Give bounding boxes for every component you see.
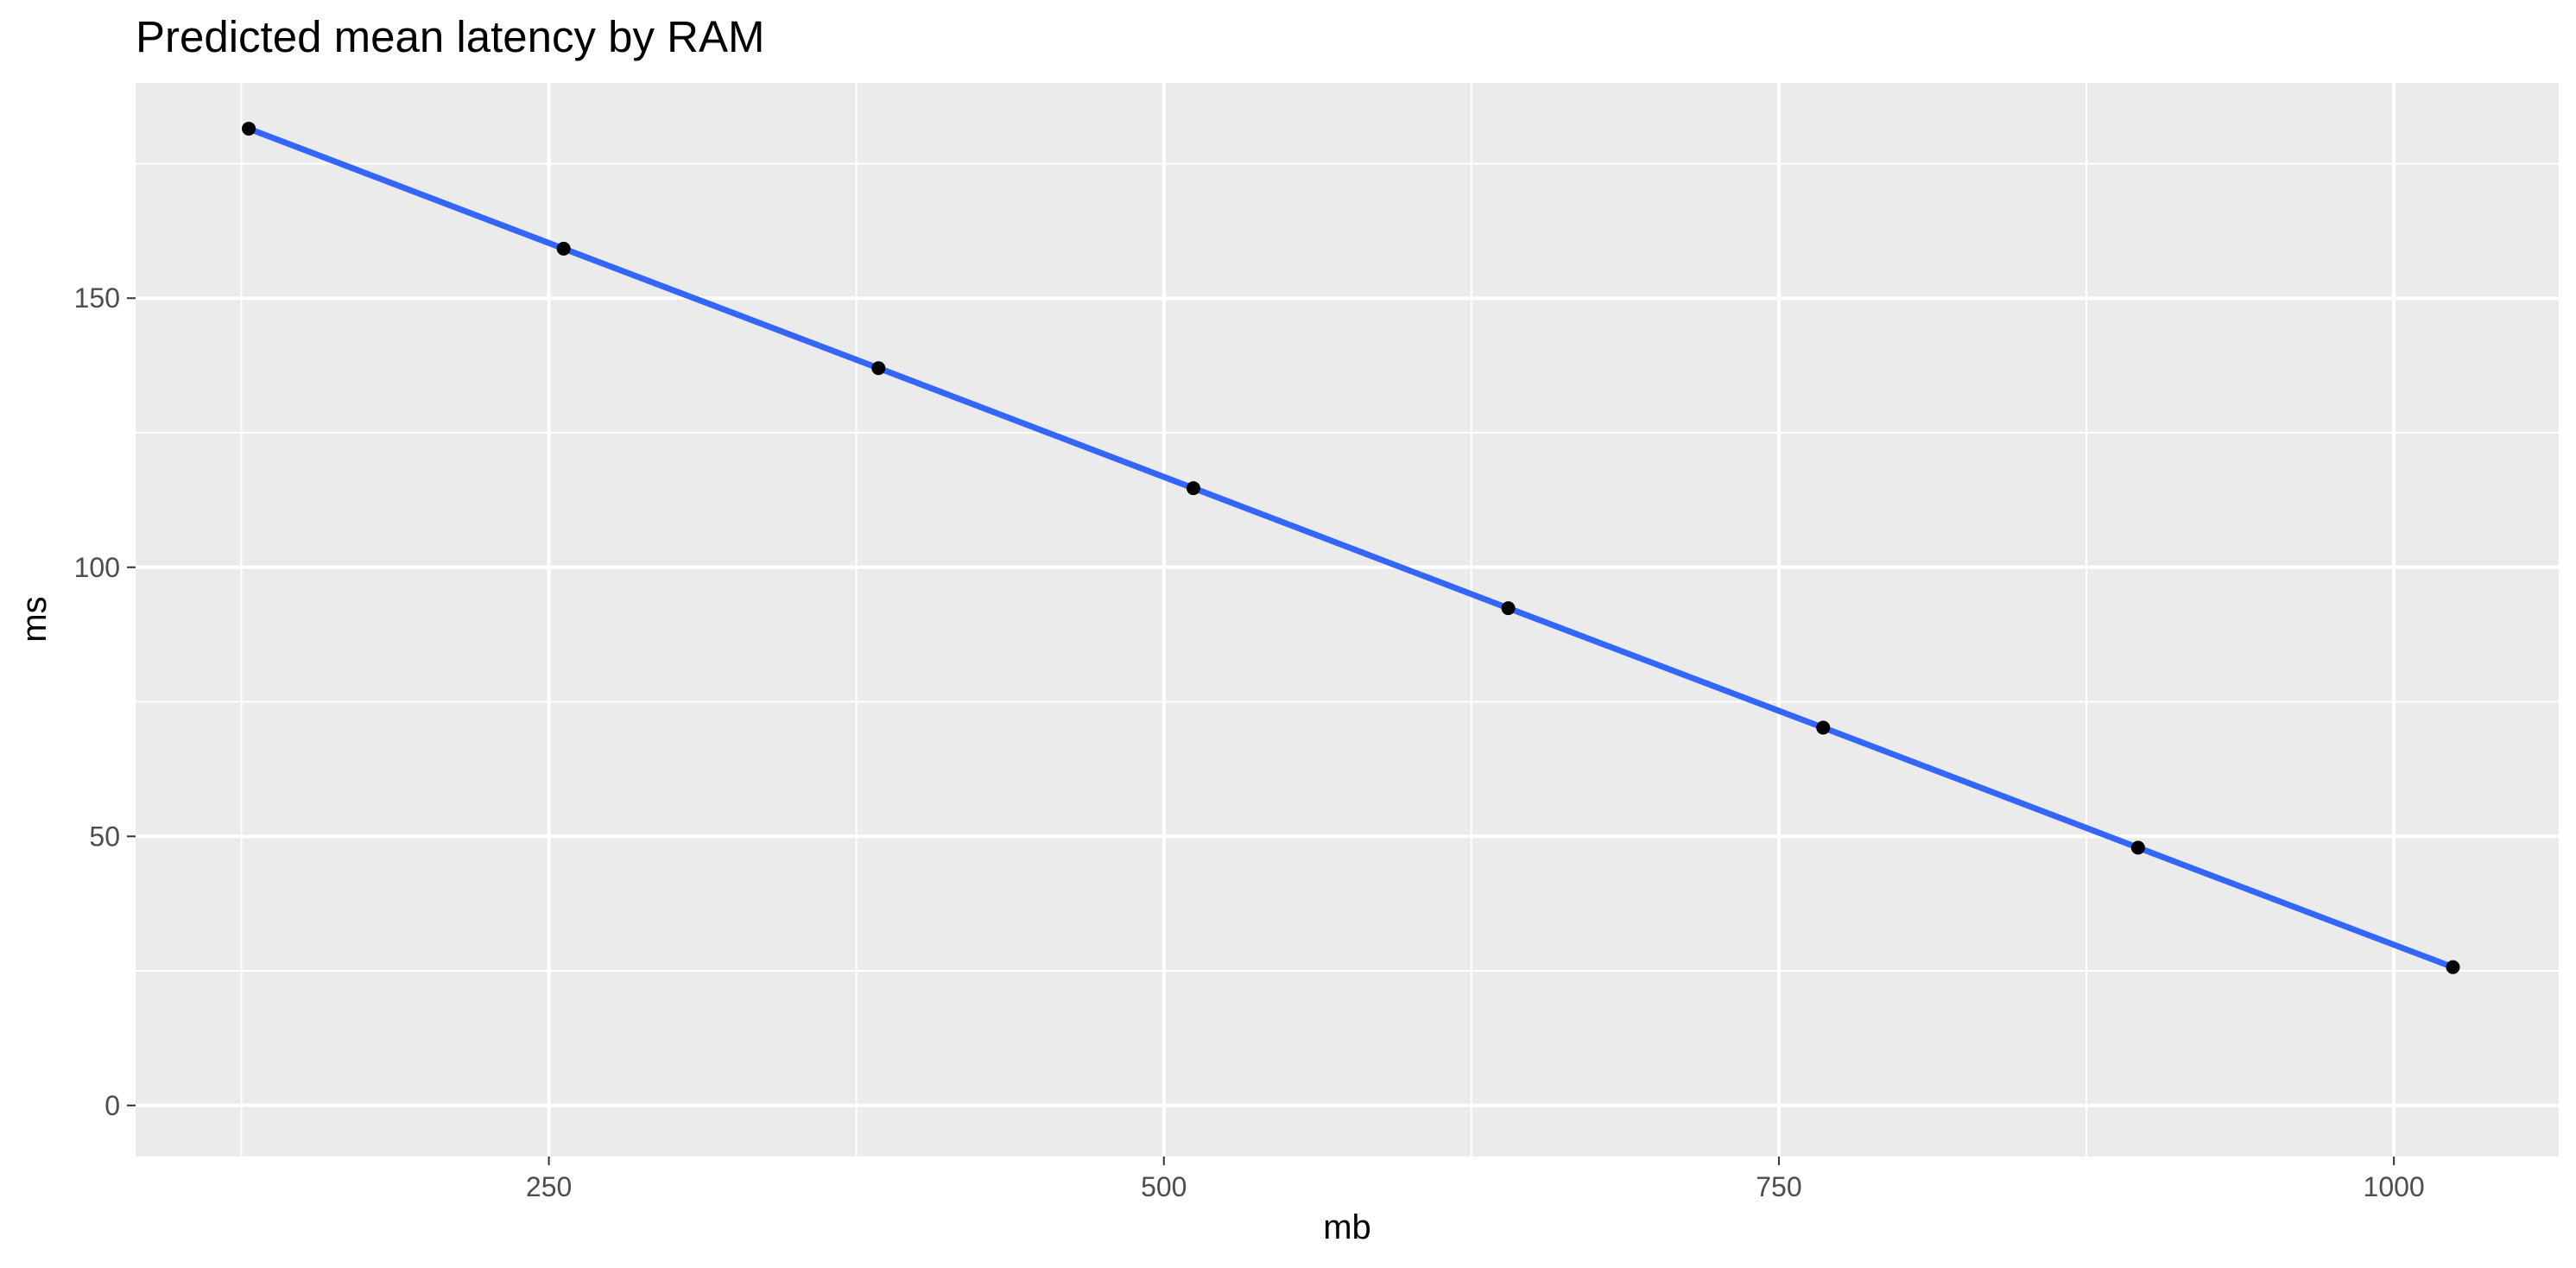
series-line [245, 125, 2456, 971]
points-layer [242, 121, 2460, 974]
tick-labels: 250 500 750 1000 0 50 100 150 [74, 282, 2425, 1202]
minor-gridlines [136, 83, 2559, 1157]
data-point [1501, 601, 1516, 616]
chart-title: Predicted mean latency by RAM [136, 12, 765, 61]
series-layer [245, 125, 2456, 971]
data-point [556, 241, 571, 256]
y-tick-label: 100 [74, 552, 120, 583]
axis-ticks [127, 297, 2396, 1165]
x-tick-label: 250 [526, 1171, 572, 1202]
data-point [242, 121, 256, 136]
data-point [2130, 840, 2145, 855]
x-tick-label: 500 [1141, 1171, 1187, 1202]
data-point [1816, 720, 1831, 735]
plot-panel [136, 83, 2559, 1157]
major-gridlines [136, 83, 2559, 1157]
y-tick-label: 50 [89, 821, 120, 852]
y-tick-label: 0 [104, 1090, 120, 1121]
y-tick-label: 150 [74, 282, 120, 314]
y-axis-label: ms [16, 596, 54, 642]
x-tick-label: 1000 [2364, 1171, 2425, 1202]
data-point [1186, 481, 1200, 496]
data-point [2446, 960, 2460, 974]
x-tick-label: 750 [1756, 1171, 1801, 1202]
x-axis-label: mb [1323, 1208, 1371, 1246]
data-point [871, 361, 886, 376]
